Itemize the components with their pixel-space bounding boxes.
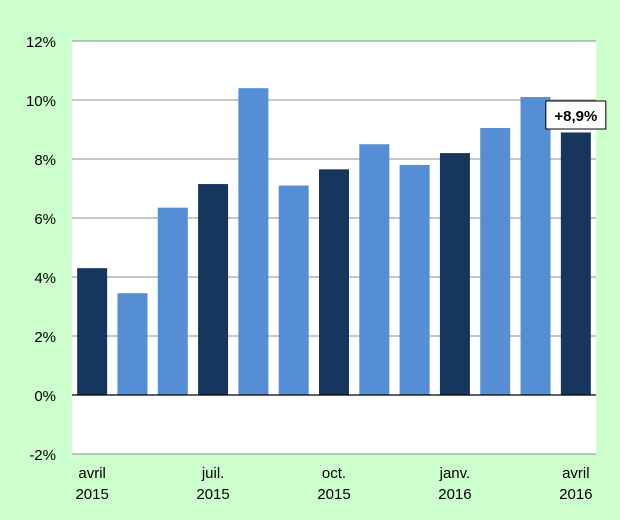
bar-f-vr-2016 xyxy=(480,128,511,395)
y-tick-label: 0% xyxy=(34,388,56,405)
y-axis-ticks: -2% 0% 2% 4% 6% 8% 10% 12% xyxy=(26,34,56,464)
bar-ao-t-2015 xyxy=(238,88,269,395)
x-tick-month: juil. xyxy=(201,465,225,482)
y-tick-label: 10% xyxy=(26,93,56,110)
x-tick-year: 2015 xyxy=(317,486,350,503)
y-tick-label: 2% xyxy=(34,329,56,346)
y-tick-label: 12% xyxy=(26,34,56,51)
bar-juin-2015 xyxy=(157,207,188,395)
y-tick-label: -2% xyxy=(29,447,56,464)
bar-janv-2016 xyxy=(439,153,470,395)
y-tick-label: 4% xyxy=(34,270,56,287)
x-tick-year: 2015 xyxy=(75,486,108,503)
annotation-box xyxy=(545,100,607,130)
bar-nov-2015 xyxy=(359,144,390,395)
x-tick-year: 2016 xyxy=(559,486,592,503)
bar-juil-2015 xyxy=(198,184,229,395)
x-tick-label: avril 2015 xyxy=(75,465,108,503)
bar-oct-2015 xyxy=(319,169,349,395)
x-tick-year: 2015 xyxy=(196,486,229,503)
x-tick-month: oct. xyxy=(322,465,346,482)
bar-sept-2015 xyxy=(278,185,309,395)
y-tick-label: 8% xyxy=(34,152,56,169)
annotation-label: +8,9% xyxy=(554,108,597,125)
bar-mai-2015 xyxy=(117,293,148,395)
x-tick-label: juil. 2015 xyxy=(196,465,229,503)
x-tick-month: avril xyxy=(78,465,106,482)
x-tick-label: oct. 2015 xyxy=(317,465,350,503)
annotation: +8,9% xyxy=(545,100,607,130)
bar-mars-2016 xyxy=(520,97,551,396)
x-tick-month: janv. xyxy=(439,465,471,482)
y-tick-label: 6% xyxy=(34,211,56,228)
bar-avril-2015 xyxy=(77,268,108,395)
x-tick-year: 2016 xyxy=(438,486,471,503)
bar-d-c-2015 xyxy=(399,164,430,395)
x-tick-label: janv. 2016 xyxy=(438,465,471,503)
x-tick-label: avril 2016 xyxy=(559,465,592,503)
x-tick-month: avril xyxy=(562,465,590,482)
bars xyxy=(77,88,591,396)
bar-avril-2016 xyxy=(560,132,591,395)
